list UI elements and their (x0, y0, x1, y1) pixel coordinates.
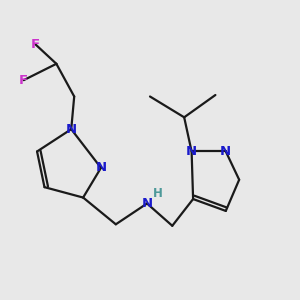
Text: N: N (186, 145, 197, 158)
Text: F: F (31, 38, 40, 51)
Text: N: N (95, 161, 106, 174)
Text: H: H (152, 187, 162, 200)
Text: F: F (19, 74, 28, 87)
Text: N: N (66, 123, 77, 136)
Text: N: N (220, 145, 231, 158)
Text: N: N (142, 197, 153, 210)
